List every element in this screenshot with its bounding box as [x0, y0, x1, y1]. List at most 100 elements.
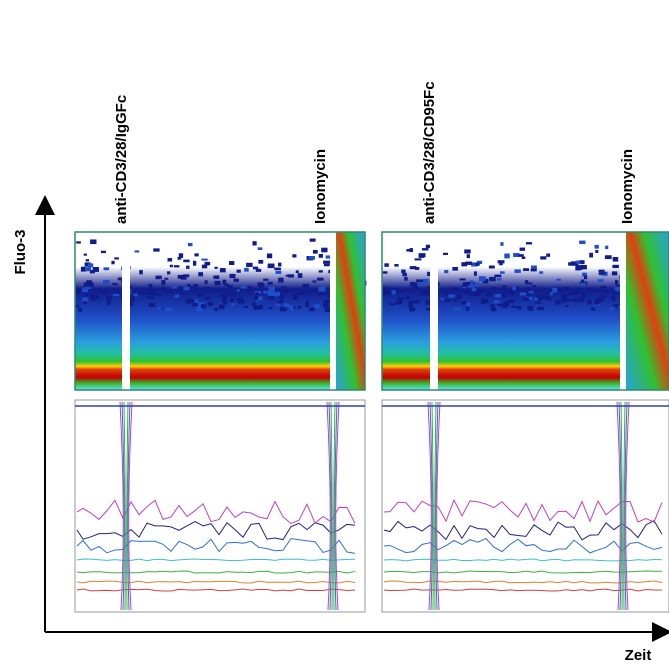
speckle: [508, 299, 515, 303]
speckle: [519, 247, 526, 251]
speckle: [611, 271, 618, 276]
speckle: [103, 267, 110, 271]
speckle: [325, 255, 331, 259]
speckle: [275, 270, 282, 274]
speckle: [268, 307, 273, 310]
speckle: [427, 271, 431, 276]
speckle: [254, 295, 258, 301]
speckle: [139, 270, 143, 275]
speckle: [230, 293, 237, 297]
speckle: [138, 291, 144, 295]
speckle: [252, 241, 257, 246]
speckle: [268, 286, 275, 292]
contour: [383, 519, 663, 541]
speckle: [572, 290, 579, 295]
speckle: [192, 298, 199, 303]
speckle: [263, 278, 269, 281]
speckle: [81, 288, 89, 293]
speckle: [268, 296, 275, 300]
speckle: [221, 297, 227, 302]
speckle: [229, 273, 236, 279]
speckle: [463, 282, 469, 287]
speckle: [277, 301, 283, 304]
speckle: [279, 307, 287, 312]
speckle: [556, 278, 562, 281]
speckle: [480, 299, 486, 304]
speckle: [494, 294, 502, 298]
speckle: [500, 242, 504, 246]
speckle: [523, 297, 530, 301]
speckle: [173, 265, 180, 268]
speckle: [278, 296, 285, 299]
speckle: [594, 299, 601, 305]
speckle: [308, 256, 316, 260]
speckle: [179, 286, 183, 290]
speckle: [555, 299, 562, 305]
speckle: [579, 260, 585, 265]
speckle: [283, 303, 290, 308]
contour: [76, 570, 356, 574]
speckle: [77, 289, 85, 293]
speckle: [161, 280, 166, 285]
speckle: [613, 290, 617, 296]
contour: [383, 570, 663, 574]
speckle: [148, 290, 155, 296]
speckle: [564, 286, 570, 291]
speckle: [129, 288, 134, 294]
speckle: [518, 254, 524, 257]
speckle: [275, 303, 280, 307]
speckle: [324, 301, 330, 304]
speckle: [194, 253, 199, 257]
speckle: [473, 291, 481, 296]
speckle: [444, 269, 449, 274]
speckle: [514, 269, 521, 273]
speckle: [292, 295, 299, 300]
speckle: [389, 303, 395, 306]
speckle: [382, 271, 388, 274]
contour: [431, 401, 437, 611]
speckle: [324, 307, 332, 312]
speckle: [187, 242, 193, 247]
speckle: [157, 307, 162, 311]
speckle: [75, 290, 80, 295]
speckle: [452, 287, 458, 290]
speckle: [146, 295, 154, 300]
speckle: [471, 288, 477, 292]
speckle: [92, 266, 99, 272]
speckle: [83, 301, 87, 304]
speckle: [316, 277, 324, 281]
speckle: [401, 269, 406, 273]
speckle: [513, 253, 520, 257]
contour: [328, 401, 338, 611]
treatment-label: anti-CD3/28/CD95Fc: [421, 81, 438, 224]
speckle: [257, 247, 263, 251]
gap: [430, 232, 438, 390]
speckle: [465, 306, 470, 311]
speckle: [235, 290, 239, 294]
speckle: [302, 283, 310, 288]
speckle: [573, 262, 579, 266]
speckle: [117, 277, 123, 281]
speckle: [471, 262, 478, 267]
speckle: [177, 274, 182, 279]
speckle: [131, 288, 136, 294]
contour: [326, 401, 340, 611]
speckle: [422, 278, 429, 284]
speckle: [440, 297, 444, 301]
speckle: [605, 245, 609, 250]
speckle: [382, 289, 388, 295]
speckle: [84, 292, 89, 297]
speckle: [213, 275, 220, 279]
speckle: [171, 285, 177, 289]
speckle: [557, 287, 564, 291]
speckle: [538, 298, 542, 301]
speckle: [85, 259, 90, 262]
frame: [74, 231, 366, 391]
speckle: [186, 265, 190, 269]
speckle: [565, 305, 569, 308]
speckle: [274, 267, 281, 271]
speckle: [425, 244, 432, 249]
speckle: [616, 304, 620, 309]
speckle: [580, 282, 586, 286]
speckle: [581, 279, 585, 283]
